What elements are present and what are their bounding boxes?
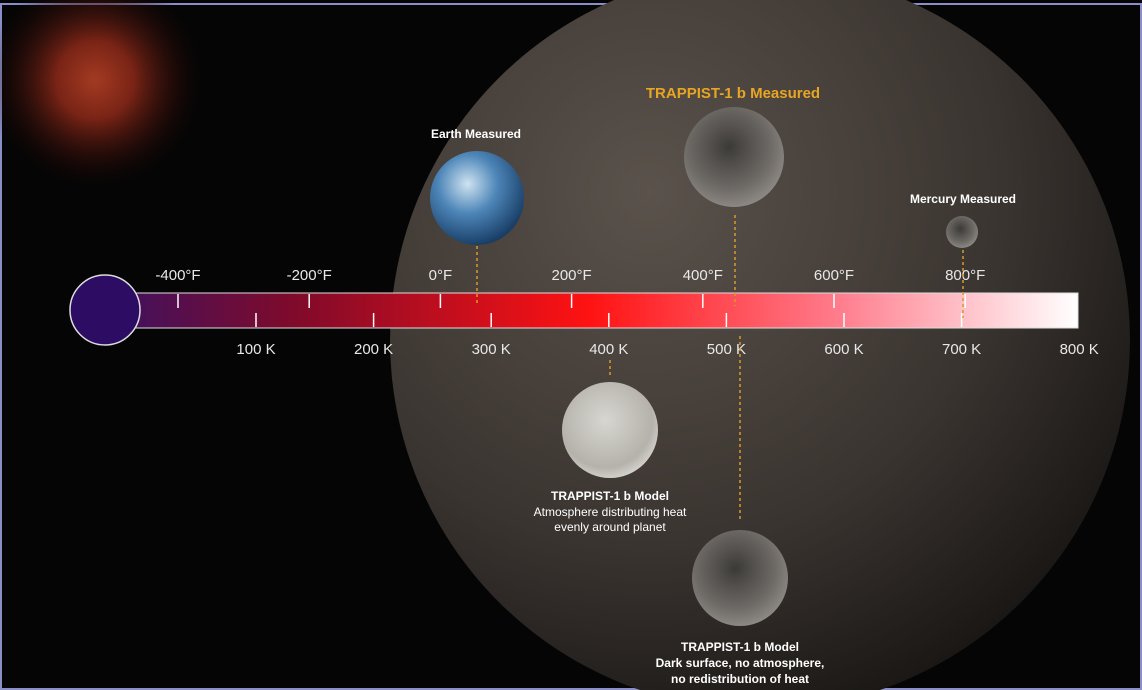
mercury bbox=[946, 216, 978, 248]
fahrenheit-label: 0°F bbox=[429, 267, 453, 284]
fahrenheit-label: -200°F bbox=[287, 267, 332, 284]
fahrenheit-label: -400°F bbox=[155, 267, 200, 284]
kelvin-label: 700 K bbox=[942, 341, 981, 358]
temperature-bar bbox=[100, 293, 1078, 328]
earth-label: Earth Measured bbox=[431, 127, 521, 141]
model-title: TRAPPIST-1 b Model bbox=[551, 489, 669, 503]
model-caption: evenly around planet bbox=[554, 520, 666, 534]
mercury-label: Mercury Measured bbox=[910, 192, 1016, 206]
model-bare-planet bbox=[692, 530, 788, 626]
model-caption: no redistribution of heat bbox=[671, 672, 809, 686]
fahrenheit-label: 400°F bbox=[683, 267, 723, 284]
kelvin-label: 200 K bbox=[354, 341, 393, 358]
kelvin-label: 800 K bbox=[1060, 341, 1099, 358]
earth bbox=[430, 151, 524, 245]
model-title: TRAPPIST-1 b Model bbox=[681, 640, 799, 654]
model-caption: Atmosphere distributing heat bbox=[534, 505, 687, 519]
kelvin-label: 300 K bbox=[472, 341, 511, 358]
fahrenheit-label: 200°F bbox=[551, 267, 591, 284]
kelvin-label: 100 K bbox=[236, 341, 275, 358]
fahrenheit-label: 800°F bbox=[945, 267, 985, 284]
infographic: -400°F -200°F 0°F 200°F 400°F 600°F 800°F 100 K… bbox=[0, 0, 1142, 690]
model-atmosphere-planet bbox=[562, 382, 658, 478]
measured-label: TRAPPIST-1 b Measured bbox=[646, 85, 820, 102]
model-caption: Dark surface, no atmosphere, bbox=[656, 656, 825, 670]
trappist-measured-planet bbox=[684, 107, 784, 207]
bulb-neck bbox=[104, 294, 124, 327]
kelvin-label: 600 K bbox=[824, 341, 863, 358]
fahrenheit-label: 600°F bbox=[814, 267, 854, 284]
kelvin-label: 400 K bbox=[589, 341, 628, 358]
